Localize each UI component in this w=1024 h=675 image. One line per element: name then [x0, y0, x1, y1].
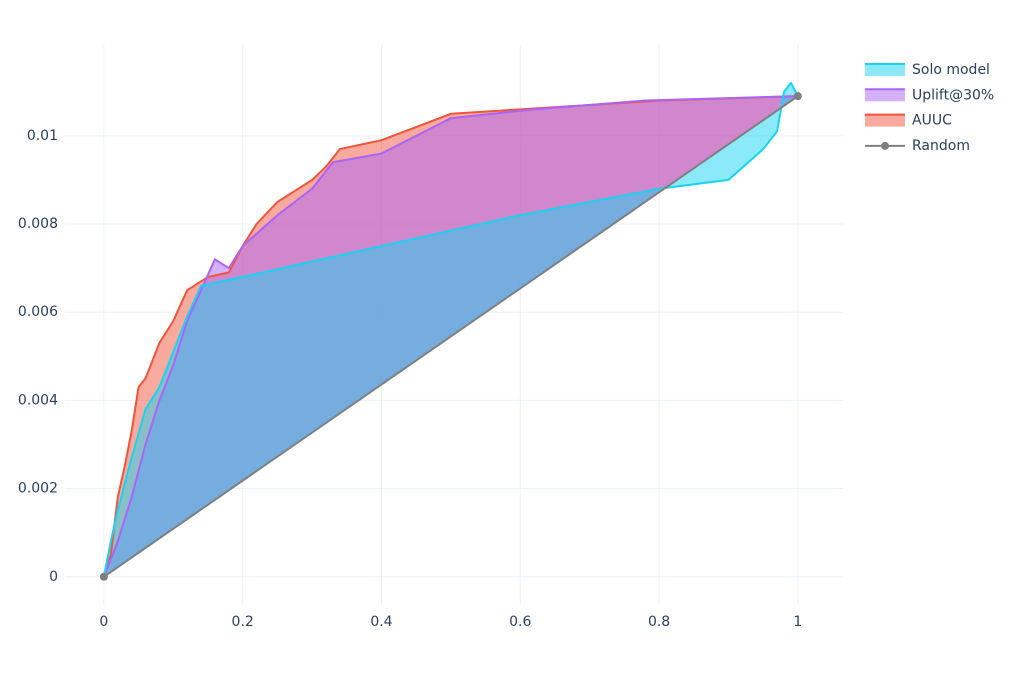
x-tick-label: 0.4	[370, 614, 392, 630]
legend-label: Solo model	[912, 62, 990, 78]
legend-item[interactable]: Solo model	[865, 62, 990, 78]
point	[99, 572, 108, 581]
x-tick-label: 0.6	[509, 614, 531, 630]
legend-swatch	[865, 114, 905, 127]
series-line	[103, 95, 799, 578]
series-line	[102, 95, 798, 578]
y-tick-label: 0.002	[18, 481, 58, 497]
x-tick-label: 0.8	[648, 614, 670, 630]
y-tick-label: 0.008	[18, 216, 58, 232]
legend-swatch	[865, 89, 905, 102]
y-tick-label: 0	[49, 569, 58, 585]
x-tick-label: 1	[793, 614, 802, 630]
legend-label: AUUC	[912, 113, 952, 129]
point	[793, 92, 802, 101]
y-tick-label: 0.004	[18, 392, 58, 408]
area-fill	[103, 82, 798, 577]
legend-item[interactable]: Random	[865, 138, 970, 154]
legend-label: Uplift@30%	[912, 87, 994, 103]
y-tick-label: 0.01	[27, 128, 58, 144]
y-tick-label: 0.006	[18, 304, 58, 320]
legend-item[interactable]: Uplift@30%	[865, 87, 994, 103]
legend-item[interactable]: AUUC	[865, 113, 952, 129]
legend: Solo model Uplift@30% AUUC Random	[865, 62, 994, 154]
legend-swatch	[865, 64, 905, 76]
x-tick-label: 0.2	[232, 614, 254, 630]
legend-label: Random	[912, 138, 970, 154]
series-line	[102, 81, 799, 577]
x-tick-label: 0	[99, 614, 108, 630]
legend-marker	[881, 141, 889, 150]
